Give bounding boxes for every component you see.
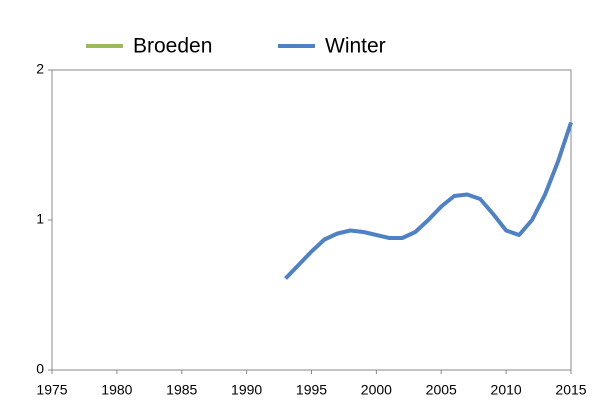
x-tick-label: 1975 — [36, 382, 67, 398]
data-line — [284, 121, 573, 280]
x-tick-label: 2005 — [426, 382, 457, 398]
x-tick-label: 1990 — [231, 382, 262, 398]
y-tick-label: 2 — [36, 61, 44, 77]
legend-label: Broeden — [133, 35, 212, 58]
x-tick-label: 2000 — [361, 382, 392, 398]
x-tick-label: 1995 — [296, 382, 327, 398]
y-tick-label: 1 — [36, 211, 44, 227]
legend-label: Winter — [325, 35, 386, 58]
x-tick-label: 2010 — [491, 382, 522, 398]
y-tick-label: 0 — [36, 361, 44, 377]
x-tick-label: 2015 — [555, 382, 586, 398]
x-tick-label: 1980 — [101, 382, 132, 398]
plot-frame — [51, 69, 572, 371]
x-tick-label: 1985 — [166, 382, 197, 398]
